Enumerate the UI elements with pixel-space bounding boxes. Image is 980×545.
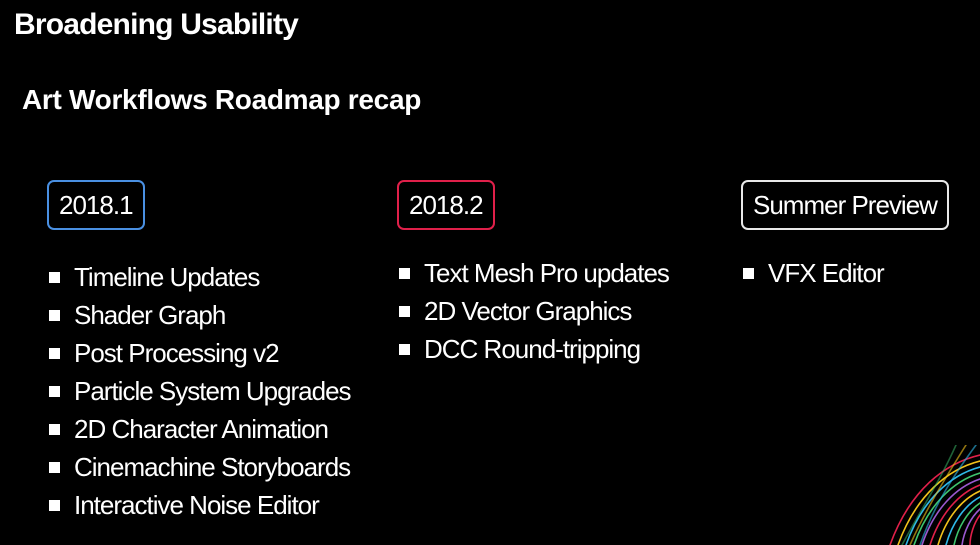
release-column-summer-preview: Summer Preview VFX Editor [741,180,949,292]
release-badge: 2018.1 [47,180,145,230]
feature-list: Text Mesh Pro updates 2D Vector Graphics… [397,254,670,368]
feature-label: VFX Editor [768,258,885,288]
release-column-2018-1: 2018.1 Timeline Updates Shader Graph Pos… [47,180,352,524]
feature-label: DCC Round-tripping [424,334,641,364]
square-bullet-icon [49,272,60,283]
square-bullet-icon [49,462,60,473]
feature-label: Cinemachine Storyboards [74,452,351,482]
square-bullet-icon [49,424,60,435]
square-bullet-icon [49,348,60,359]
feature-label: Text Mesh Pro updates [424,258,670,288]
release-badge: Summer Preview [741,180,949,230]
feature-label: Shader Graph [74,300,226,330]
feature-list: VFX Editor [741,254,949,292]
feature-label: 2D Character Animation [74,414,329,444]
square-bullet-icon [399,268,410,279]
release-column-2018-2: 2018.2 Text Mesh Pro updates 2D Vector G… [397,180,670,368]
feature-item: DCC Round-tripping [397,330,669,368]
feature-item: Text Mesh Pro updates [397,254,670,292]
feature-item: Shader Graph [47,296,351,334]
slide-title: Broadening Usability [14,8,299,41]
feature-item: VFX Editor [741,254,949,292]
feature-item: Post Processing v2 [47,334,351,372]
colorful-swirl-icon [889,445,980,545]
square-bullet-icon [49,310,60,321]
feature-label: Post Processing v2 [74,338,280,368]
square-bullet-icon [399,306,410,317]
feature-item: Interactive Noise Editor [47,486,351,524]
feature-item: Particle System Upgrades [47,372,352,410]
feature-item: Cinemachine Storyboards [47,448,351,486]
feature-list: Timeline Updates Shader Graph Post Proce… [47,258,352,524]
feature-label: Interactive Noise Editor [74,490,320,520]
slide-subtitle: Art Workflows Roadmap recap [22,84,422,115]
feature-item: Timeline Updates [47,258,351,296]
square-bullet-icon [49,386,60,397]
feature-label: Particle System Upgrades [74,376,352,406]
square-bullet-icon [743,268,754,279]
feature-label: Timeline Updates [74,262,260,292]
feature-item: 2D Character Animation [47,410,351,448]
square-bullet-icon [49,500,60,511]
feature-item: 2D Vector Graphics [397,292,669,330]
square-bullet-icon [399,344,410,355]
feature-label: 2D Vector Graphics [424,296,632,326]
release-badge: 2018.2 [397,180,495,230]
